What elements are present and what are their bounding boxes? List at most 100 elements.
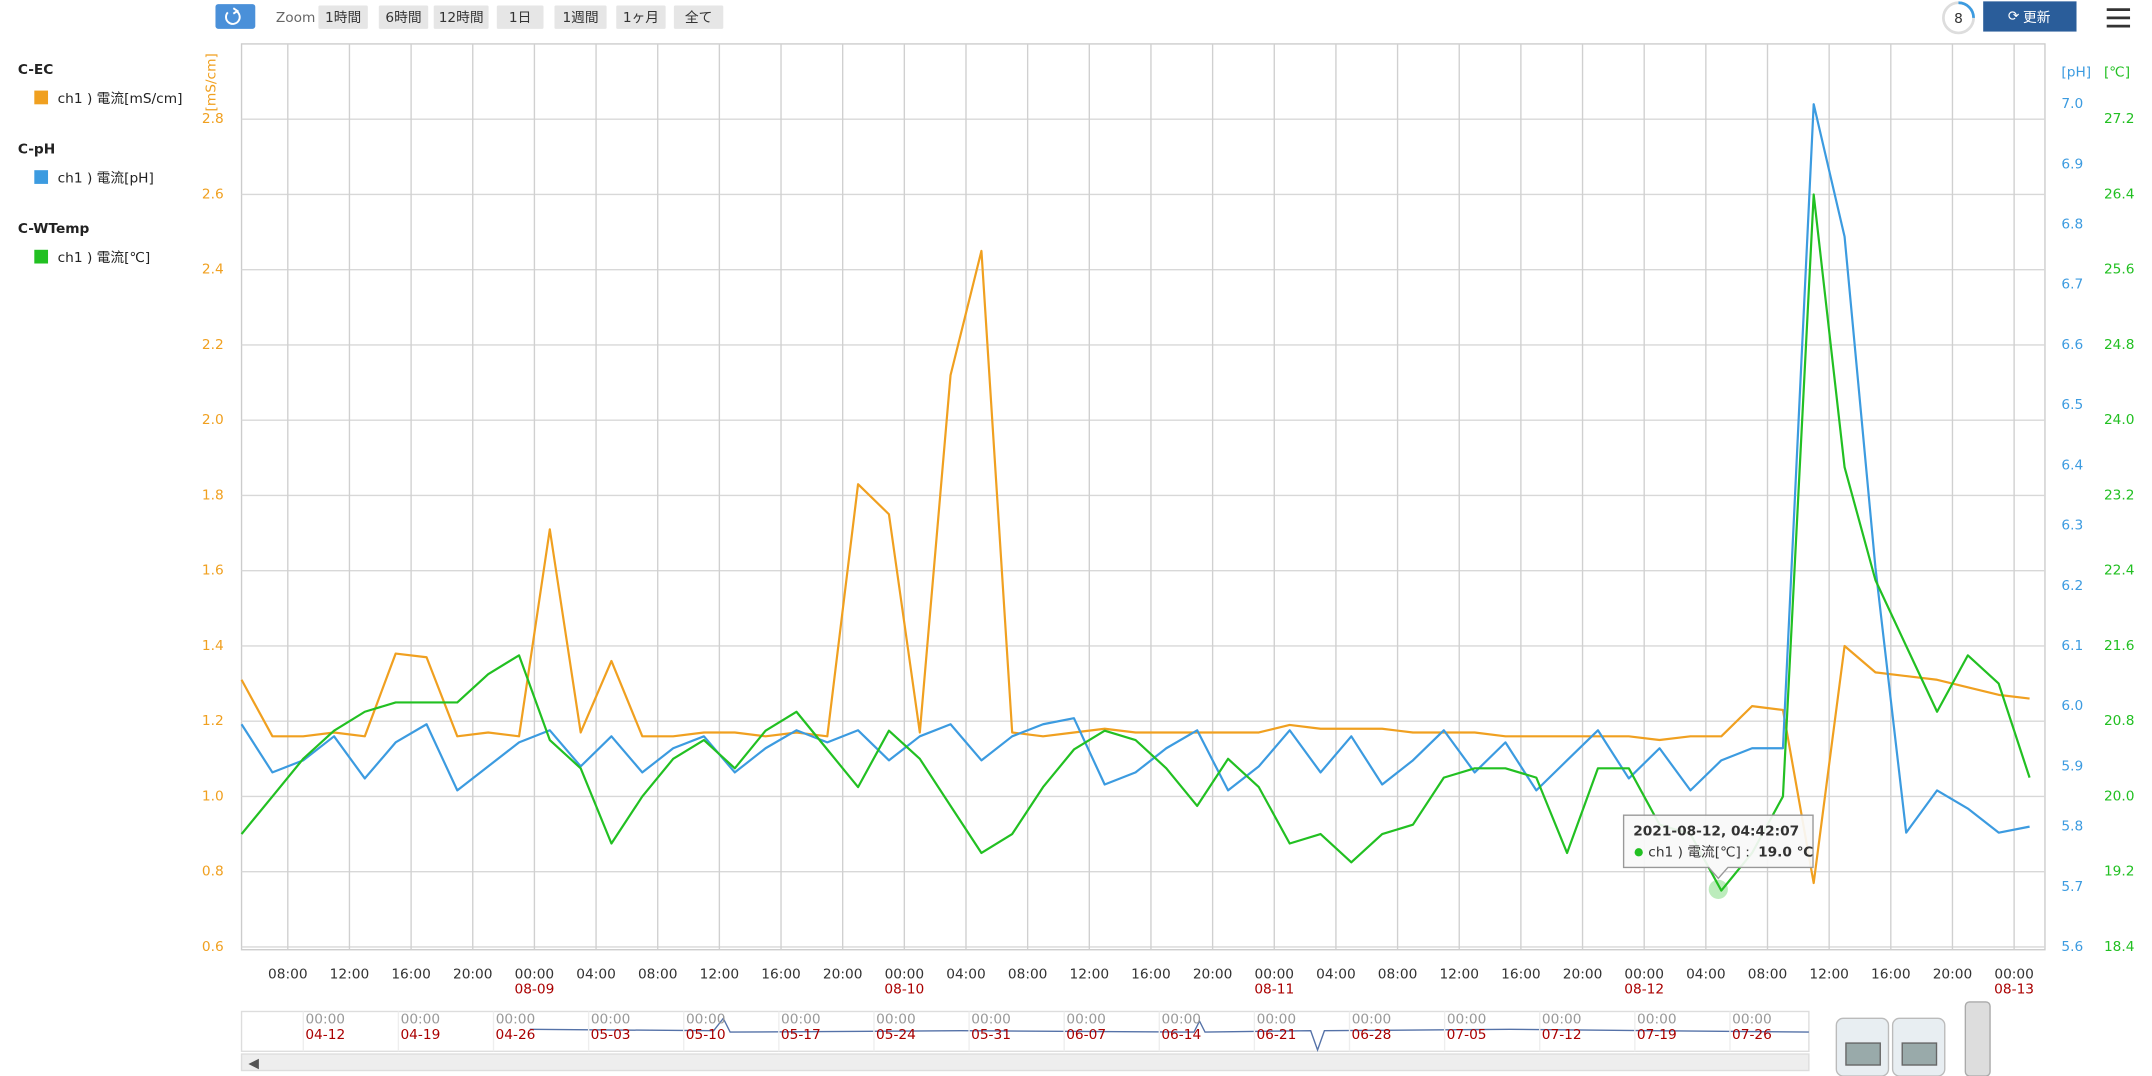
x-date-label: 08-10: [884, 982, 924, 998]
tooltip-value: 19.0 ℃: [1758, 844, 1813, 860]
x-tick-label: 16:00: [1501, 966, 1541, 982]
navigator-date: 07-05: [1447, 1027, 1487, 1043]
zoom-button-label: 1週間: [562, 10, 598, 26]
x-tick-label: 00:00: [885, 966, 925, 982]
x-tick-label: 20:00: [1563, 966, 1603, 982]
zoom-button-label: 6時間: [385, 10, 421, 26]
navigator-date: 05-31: [971, 1027, 1011, 1043]
legend-item[interactable]: ch1 ) 電流[mS/cm]: [58, 91, 183, 107]
y-tick-label: 1.6: [202, 563, 224, 579]
legend-group: C-pH: [18, 142, 55, 158]
zoom-button-label: 1日: [509, 10, 531, 26]
scrollbar[interactable]: [242, 1054, 1809, 1070]
navigator-time: 00:00: [1352, 1012, 1392, 1028]
y-tick-label: 2.6: [202, 186, 224, 202]
navigator-time: 00:00: [1161, 1012, 1201, 1028]
navigator-time: 00:00: [1732, 1012, 1772, 1028]
legend-swatch[interactable]: [34, 91, 48, 105]
navigator-time: 00:00: [496, 1012, 536, 1028]
x-date-label: 08-11: [1254, 982, 1294, 998]
navigator-time: 00:00: [401, 1012, 441, 1028]
navigator-date: 05-24: [876, 1027, 916, 1043]
y3-tick-label: 25.6: [2104, 262, 2135, 278]
x-tick-label: 20:00: [823, 966, 863, 982]
x-tick-label: 00:00: [1254, 966, 1294, 982]
y2-tick-label: 7.0: [2061, 96, 2083, 112]
navigator-time: 00:00: [1066, 1012, 1106, 1028]
x-tick-label: 00:00: [515, 966, 555, 982]
zoom-button-label: 12時間: [439, 10, 484, 26]
x-tick-label: 04:00: [946, 966, 986, 982]
navigator-time: 00:00: [591, 1012, 631, 1028]
navigator-date: 07-26: [1732, 1027, 1772, 1043]
x-tick-label: 16:00: [391, 966, 431, 982]
y3-tick-label: 23.2: [2104, 487, 2135, 503]
y3-tick-label: 21.6: [2104, 638, 2135, 654]
zoom-label: Zoom: [276, 10, 316, 26]
tooltip-time: 2021-08-12, 04:42:07: [1633, 824, 1799, 840]
navigator-time: 00:00: [1542, 1012, 1582, 1028]
x-tick-label: 08:00: [1008, 966, 1048, 982]
refresh-label: 更新: [2023, 10, 2051, 26]
navigator-date: 06-07: [1066, 1027, 1106, 1043]
legend-group: C-EC: [18, 62, 54, 78]
navigator-time: 00:00: [686, 1012, 726, 1028]
x-tick-label: 16:00: [1131, 966, 1171, 982]
zoom-button-label: 1時間: [325, 10, 361, 26]
x-tick-label: 04:00: [1316, 966, 1356, 982]
x-tick-label: 12:00: [1809, 966, 1849, 982]
x-tick-label: 08:00: [1378, 966, 1418, 982]
menu-icon[interactable]: [2107, 10, 2130, 26]
y-tick-label: 2.0: [202, 412, 224, 428]
legend-swatch[interactable]: [34, 170, 48, 184]
x-tick-label: 20:00: [1193, 966, 1233, 982]
x-tick-label: 20:00: [1933, 966, 1973, 982]
navigator-date: 05-03: [591, 1027, 631, 1043]
y3-tick-label: 22.4: [2104, 563, 2135, 579]
legend-group: C-WTemp: [18, 221, 90, 237]
x-tick-label: 08:00: [268, 966, 308, 982]
y-tick-label: 2.8: [202, 111, 224, 127]
y-tick-label: 0.6: [202, 939, 224, 955]
x-tick-label: 08:00: [1748, 966, 1788, 982]
navigator-date: 06-14: [1161, 1027, 1201, 1043]
y2-tick-label: 6.0: [2061, 698, 2083, 714]
y3-tick-label: 27.2: [2104, 111, 2135, 127]
scroll-left[interactable]: ◀: [248, 1056, 259, 1072]
x-date-label: 08-09: [514, 982, 554, 998]
legend-item[interactable]: ch1 ) 電流[pH]: [58, 170, 154, 186]
reset-button[interactable]: [215, 4, 255, 29]
navigator-time: 00:00: [1637, 1012, 1677, 1028]
zoom-button-label: 全て: [685, 9, 712, 26]
refresh-icon: ⟳: [2008, 8, 2020, 24]
y2-tick-label: 5.7: [2061, 879, 2083, 895]
y-tick-label: 1.0: [202, 788, 224, 804]
x-tick-label: 04:00: [1686, 966, 1726, 982]
y2-tick-label: 6.3: [2061, 518, 2083, 534]
navigator-time: 00:00: [1447, 1012, 1487, 1028]
legend-swatch[interactable]: [34, 250, 48, 264]
y2-axis-title: [pH]: [2061, 65, 2091, 81]
y3-tick-label: 18.4: [2104, 939, 2135, 955]
navigator-time: 00:00: [781, 1012, 821, 1028]
y2-tick-label: 6.1: [2061, 638, 2083, 654]
counter: 8: [1954, 11, 1963, 27]
navigator-time: 00:00: [1257, 1012, 1297, 1028]
legend-item[interactable]: ch1 ) 電流[℃]: [58, 250, 151, 266]
x-tick-label: 04:00: [576, 966, 616, 982]
navigator-date: 06-28: [1352, 1027, 1392, 1043]
x-tick-label: 16:00: [761, 966, 801, 982]
navigator-date: 07-12: [1542, 1027, 1582, 1043]
navigator-date: 05-10: [686, 1027, 726, 1043]
product-image: [1836, 1002, 1990, 1076]
tooltip-series: ch1 ) 電流[℃] :: [1648, 844, 1750, 860]
x-date-label: 08-13: [1994, 982, 2034, 998]
y-tick-label: 1.8: [202, 487, 224, 503]
navigator-date: 05-17: [781, 1027, 821, 1043]
x-tick-label: 20:00: [453, 966, 493, 982]
x-tick-label: 12:00: [1070, 966, 1110, 982]
x-date-label: 08-12: [1624, 982, 1664, 998]
y3-tick-label: 20.0: [2104, 788, 2135, 804]
y2-tick-label: 5.8: [2061, 819, 2083, 835]
y2-tick-label: 6.2: [2061, 578, 2083, 594]
